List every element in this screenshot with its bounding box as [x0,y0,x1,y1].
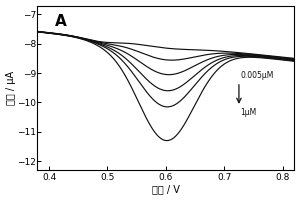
Text: A: A [55,14,67,29]
X-axis label: 电位 / V: 电位 / V [152,184,180,194]
Text: 0.005μM: 0.005μM [240,71,274,80]
Y-axis label: 电流 / μA: 电流 / μA [6,71,16,105]
Text: 1μM: 1μM [240,108,256,117]
